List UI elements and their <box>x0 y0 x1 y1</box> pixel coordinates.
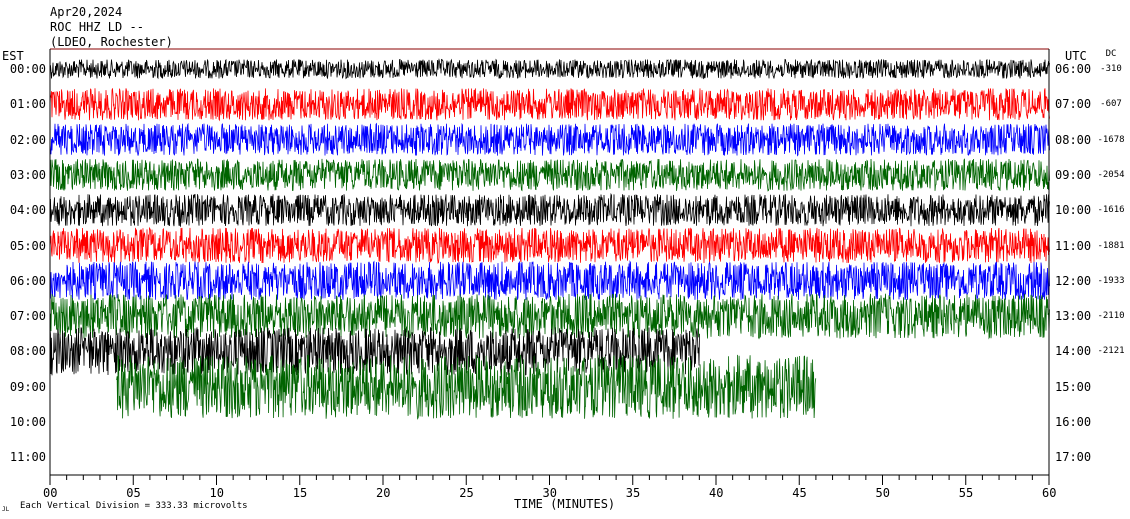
x-tick-label: 20 <box>376 486 391 500</box>
dc-offset-value: -2110 <box>1097 311 1125 322</box>
x-tick-label: 25 <box>459 486 474 500</box>
dc-offset-value: -1678 <box>1097 134 1125 145</box>
est-hour-label: 00:00 <box>9 62 46 76</box>
x-tick-label: 40 <box>709 486 724 500</box>
trace-0800 <box>49 326 700 376</box>
footer-mark: JL <box>2 506 10 513</box>
est-hour-label: 04:00 <box>9 203 46 218</box>
trace-0900 <box>116 354 817 420</box>
x-tick-label: 35 <box>625 486 641 500</box>
est-hour-label: 03:00 <box>9 167 46 182</box>
trace-0400 <box>49 192 1050 228</box>
dc-offset-value: -1881 <box>1097 240 1125 251</box>
dc-offset-value: -1933 <box>1097 275 1125 286</box>
x-tick-label: 10 <box>209 486 224 500</box>
est-hour-label: 06:00 <box>9 273 46 288</box>
trace-0500 <box>49 226 1050 264</box>
station-label: ROC HHZ LD -- <box>50 20 144 34</box>
trace-0100 <box>49 88 1050 122</box>
utc-hour-label: 11:00 <box>1055 238 1092 253</box>
est-hour-label: 10:00 <box>9 415 46 429</box>
utc-hour-label: 10:00 <box>1055 203 1092 218</box>
est-hour-label: 02:00 <box>9 132 46 147</box>
scale-note: Each Vertical Division = 333.33 microvol… <box>20 501 248 511</box>
est-hour-label: 07:00 <box>9 309 46 324</box>
date-label: Apr20,2024 <box>50 5 123 19</box>
utc-hour-label: 14:00 <box>1055 344 1092 359</box>
utc-hour-label: 16:00 <box>1055 415 1092 429</box>
est-hour-label: 11:00 <box>9 450 46 465</box>
est-hour-label: 09:00 <box>9 379 46 394</box>
trace-0200 <box>49 122 1050 157</box>
trace-0700 <box>49 293 1050 340</box>
trace-0000 <box>49 58 1050 80</box>
x-tick-label: 05 <box>126 486 141 500</box>
x-tick-label: 30 <box>542 486 557 500</box>
utc-hour-label: 15:00 <box>1055 379 1092 394</box>
dc-offset-value: -2121 <box>1097 346 1125 357</box>
x-tick-label: 00 <box>43 486 58 500</box>
est-hour-label: 08:00 <box>9 344 46 359</box>
network-label: (LDEO, Rochester) <box>50 35 173 49</box>
x-tick-label: 15 <box>292 486 308 500</box>
dc-offset-value: -2054 <box>1097 169 1125 180</box>
trace-0600 <box>49 260 1050 301</box>
dc-offset-value: -310 <box>1100 64 1122 74</box>
utc-hour-label: 09:00 <box>1055 167 1092 182</box>
utc-hour-label: 13:00 <box>1055 309 1092 324</box>
dc-offset-value: -1616 <box>1097 205 1125 216</box>
x-tick-label: 55 <box>958 486 974 500</box>
est-hour-label: 01:00 <box>9 97 46 112</box>
x-axis-title: TIME (MINUTES) <box>514 497 616 511</box>
x-tick-label: 50 <box>875 486 890 500</box>
utc-hour-label: 06:00 <box>1055 62 1092 76</box>
x-tick-label: 60 <box>1042 486 1057 500</box>
right-zone-label: UTC <box>1065 49 1087 63</box>
est-hour-label: 05:00 <box>9 238 46 253</box>
x-tick-label: 45 <box>792 486 807 500</box>
dc-header-label: DC <box>1105 49 1117 59</box>
left-zone-label: EST <box>2 49 24 63</box>
trace-0300 <box>49 158 1050 192</box>
utc-hour-label: 07:00 <box>1055 97 1092 112</box>
utc-hour-label: 08:00 <box>1055 132 1092 147</box>
utc-hour-label: 12:00 <box>1055 273 1092 288</box>
utc-hour-label: 17:00 <box>1055 450 1092 465</box>
dc-offset-value: -607 <box>1100 99 1122 110</box>
